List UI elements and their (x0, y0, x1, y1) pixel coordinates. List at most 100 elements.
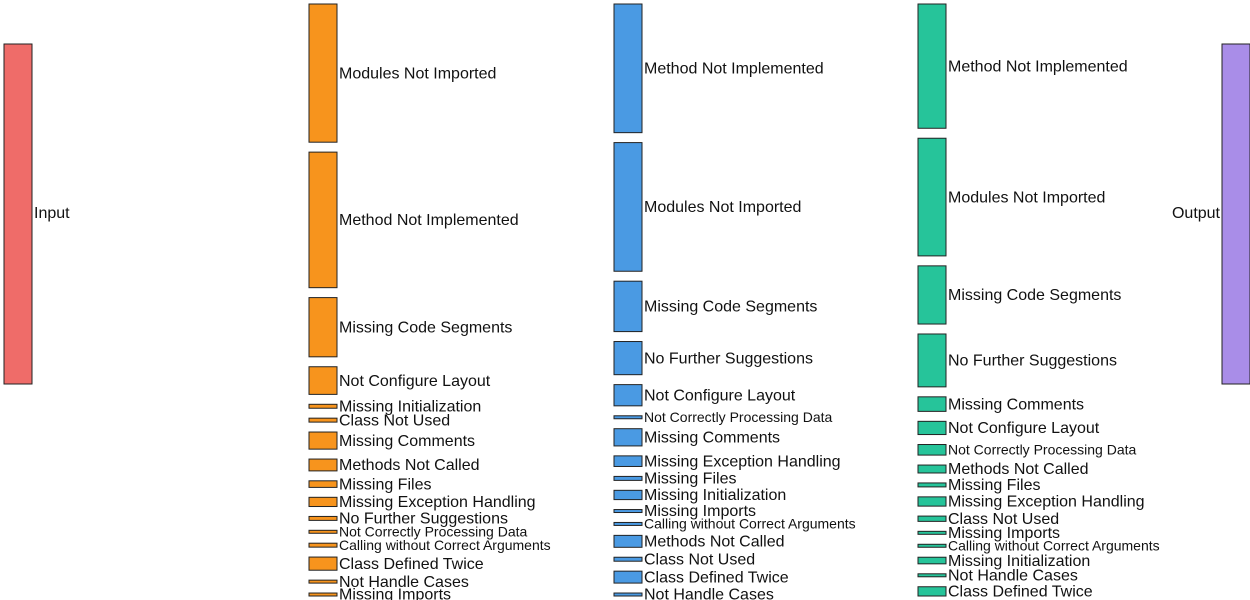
node-label-stage1: Missing Comments (339, 433, 475, 450)
node-stage1 (308, 542, 338, 548)
link-flow (642, 213, 918, 300)
link-flow (337, 4, 614, 45)
link-flow (642, 106, 918, 416)
node-label-stage2: Missing Comments (644, 430, 780, 447)
node-label-stage3: Not Configure Layout (948, 420, 1100, 437)
node-stage2 (613, 428, 643, 447)
node-stage3 (917, 515, 947, 522)
link-flow (337, 223, 614, 332)
flow-labels: Input Modules Not Imported Method Not Impl… (34, 58, 1221, 600)
node-label-stage3: Missing Comments (948, 396, 1084, 413)
node-label-stage3: Calling without Correct Arguments (948, 537, 1160, 553)
node-stage1 (308, 579, 338, 584)
node-label-stage2: Class Not Used (644, 551, 755, 568)
link-input-to-stage1 (32, 372, 309, 570)
node-stage1 (308, 417, 338, 423)
node-stage2 (613, 521, 643, 526)
node-label-stage2: Not Correctly Processing Data (644, 409, 833, 425)
node-stage3 (917, 556, 947, 565)
node-stage2 (613, 280, 643, 333)
node-stage1 (308, 297, 338, 358)
link-input-to-stage1 (32, 151, 309, 287)
link-flow (642, 221, 918, 360)
link-input-to-stage1 (32, 324, 309, 408)
link-flow (337, 110, 614, 406)
link-input-to-stage1 (32, 330, 309, 449)
node-stage1 (308, 403, 338, 409)
link-flow (642, 107, 918, 433)
node-stage2 (613, 570, 643, 584)
node-label-stage1: Not Configure Layout (339, 373, 491, 390)
node-label-stage3: Missing Exception Handling (948, 494, 1145, 511)
node-stage2 (613, 534, 643, 548)
node-label-stage1: Not Handle Cases (339, 574, 469, 591)
node-label-stage2: Missing Exception Handling (644, 453, 841, 470)
link-flow (337, 84, 614, 315)
link-stage3-to-output (946, 231, 1222, 324)
node-label-stage1: Missing Files (339, 476, 431, 493)
node-stage1 (308, 431, 338, 450)
node-label-input: Input (34, 205, 70, 222)
link-flow (337, 111, 614, 391)
node-stage1 (308, 496, 338, 508)
node-label-stage1: Missing Code Segments (339, 319, 512, 336)
node-stage3 (917, 482, 947, 488)
node-stage1 (308, 3, 338, 143)
node-label-stage1: Not Correctly Processing Data (339, 523, 528, 539)
link-flow (642, 259, 918, 485)
link-input-to-stage1 (32, 327, 309, 422)
node-stage2 (613, 384, 643, 407)
node-label-stage1: Modules Not Imported (339, 65, 496, 82)
node-stage1 (308, 458, 338, 472)
node-stage2 (613, 509, 643, 514)
node-label-stage3: Missing Initialization (948, 553, 1090, 570)
node-stage3 (917, 137, 947, 257)
link-flow (337, 232, 614, 313)
link-stage3-to-output (946, 328, 1222, 435)
node-stage1 (308, 556, 338, 571)
link-flow (642, 111, 918, 425)
node-stage3 (917, 573, 947, 578)
link-flow (642, 207, 918, 309)
node-label-stage2: Calling without Correct Arguments (644, 516, 856, 532)
node-label-stage2: Not Handle Cases (644, 587, 774, 600)
link-flow (642, 100, 918, 390)
node-stage3 (917, 265, 947, 325)
node-label-stage3: Not Handle Cases (948, 568, 1078, 585)
node-stage3 (917, 496, 947, 507)
node-label-stage2: Missing Imports (644, 503, 756, 520)
link-flow (642, 236, 918, 438)
node-stage3 (917, 543, 947, 548)
node-label-stage3: Missing Files (948, 477, 1040, 494)
link-flow (642, 4, 918, 40)
node-output (1221, 43, 1250, 385)
node-stage1 (308, 529, 338, 534)
node-stage2 (613, 341, 643, 376)
node-label-stage2: No Further Suggestions (644, 350, 813, 367)
link-flow (337, 247, 614, 362)
node-label-stage3: Class Defined Twice (948, 584, 1093, 600)
link-input-to-stage1 (32, 357, 309, 506)
link-input-to-stage1 (32, 352, 309, 487)
node-stage1 (308, 480, 338, 488)
link-input-to-stage1 (32, 382, 309, 583)
node-stage2 (613, 3, 643, 134)
node-stage2 (613, 142, 643, 272)
node-stage3 (917, 420, 947, 436)
link-input-to-stage1 (32, 256, 309, 356)
node-label-stage1: Missing Initialization (339, 398, 481, 415)
link-flow (337, 85, 614, 297)
node-label-output: Output (1172, 205, 1221, 222)
node-input (3, 43, 33, 385)
node-stage1 (308, 592, 338, 597)
node-label-stage3: Missing Code Segments (948, 287, 1121, 304)
flow-nodes (3, 3, 1250, 597)
node-stage3 (917, 530, 947, 535)
node-label-stage2: Not Configure Layout (644, 387, 796, 404)
node-label-stage1: Class Defined Twice (339, 556, 484, 573)
node-label-stage2: Modules Not Imported (644, 199, 801, 216)
node-stage2 (613, 475, 643, 481)
node-stage3 (917, 3, 947, 129)
node-label-stage3: Method Not Implemented (948, 58, 1128, 75)
